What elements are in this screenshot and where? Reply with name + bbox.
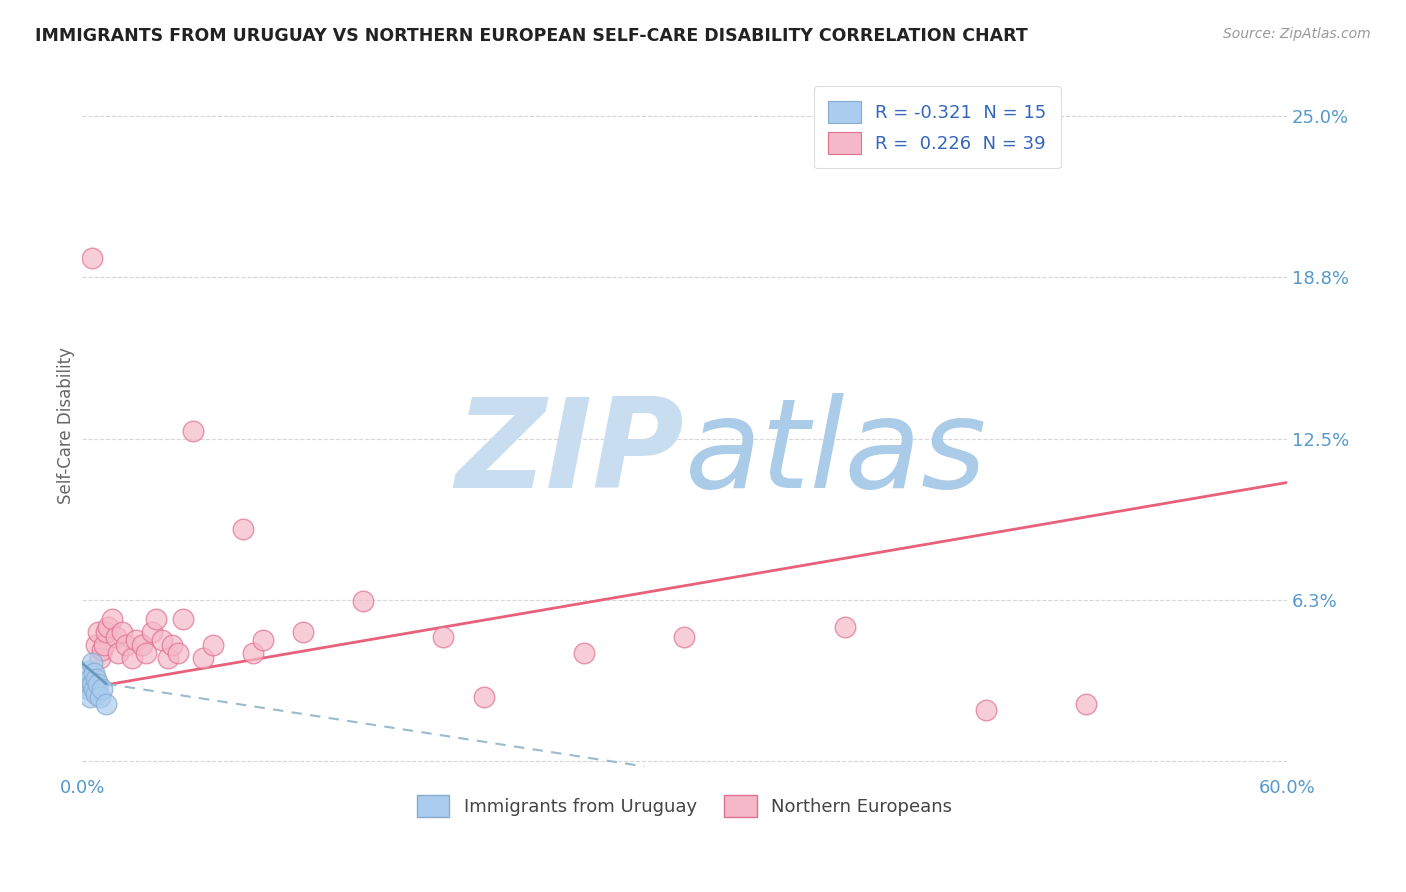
Point (96, 698, 118, 712)
Point (82, 677, 104, 691)
Point (172, 612, 194, 626)
Point (291, 625, 314, 640)
Point (167, 646, 190, 660)
Text: Source: ZipAtlas.com: Source: ZipAtlas.com (1223, 27, 1371, 41)
Point (232, 522, 254, 536)
Point (79, 690, 101, 704)
Point (432, 631, 454, 645)
Point (201, 638, 224, 652)
Point (87, 677, 110, 691)
Point (145, 612, 167, 626)
Point (121, 651, 143, 665)
Point (87, 625, 110, 640)
Point (105, 631, 128, 645)
Point (242, 646, 264, 660)
Point (472, 690, 495, 704)
Point (97, 620, 120, 634)
Point (83, 666, 105, 681)
Point (1074, 698, 1097, 712)
Legend: Immigrants from Uruguay, Northern Europeans: Immigrants from Uruguay, Northern Europe… (409, 788, 959, 824)
Point (191, 651, 214, 665)
Point (252, 632, 274, 647)
Point (93, 638, 115, 652)
Text: atlas: atlas (685, 393, 987, 514)
Point (77, 681, 100, 696)
Point (115, 638, 138, 652)
Y-axis label: Self-Care Disability: Self-Care Disability (58, 347, 75, 504)
Point (96, 625, 118, 640)
Point (82, 251, 104, 265)
Point (79, 672, 101, 686)
Point (974, 703, 997, 717)
Point (135, 646, 157, 660)
Point (89, 651, 111, 665)
Text: IMMIGRANTS FROM URUGUAY VS NORTHERN EUROPEAN SELF-CARE DISABILITY CORRELATION CH: IMMIGRANTS FROM URUGUAY VS NORTHERN EURO… (35, 27, 1028, 45)
Point (75, 677, 97, 691)
Point (111, 625, 134, 640)
Point (141, 625, 163, 640)
Point (91, 681, 114, 696)
Point (572, 646, 595, 660)
Point (84, 687, 107, 701)
Point (352, 594, 374, 608)
Point (162, 638, 184, 652)
Point (91, 643, 114, 657)
Point (157, 651, 180, 665)
Point (673, 631, 696, 645)
Point (89, 690, 111, 704)
Point (83, 681, 105, 696)
Point (82, 656, 104, 670)
Point (125, 632, 148, 647)
Point (107, 646, 129, 660)
Point (101, 612, 124, 626)
Text: ZIP: ZIP (456, 393, 685, 514)
Point (77, 664, 100, 678)
Point (152, 632, 174, 647)
Point (84, 672, 107, 686)
Point (84, 638, 107, 652)
Point (834, 620, 856, 634)
Point (131, 638, 153, 652)
Point (181, 424, 204, 438)
